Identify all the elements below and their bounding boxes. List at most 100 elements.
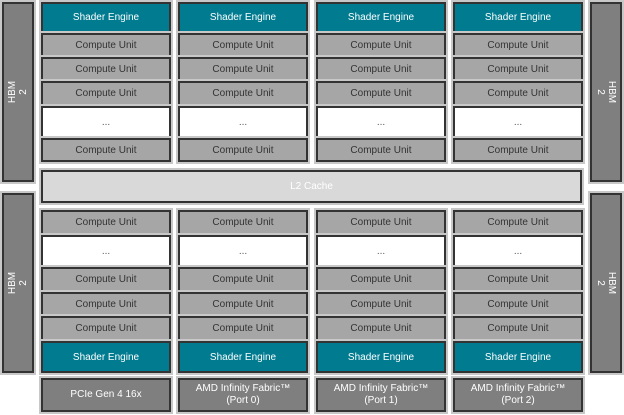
ellipsis-row: ... <box>39 104 173 140</box>
compute-unit-label: Compute Unit <box>75 274 137 285</box>
hbm-top-right: HBM 2 <box>588 0 624 184</box>
compute-unit: Compute Unit <box>451 31 585 59</box>
compute-unit: Compute Unit <box>451 136 585 164</box>
compute-unit: Compute Unit <box>176 314 310 343</box>
ellipsis-row: ... <box>451 104 585 140</box>
l2-cache-label: L2 Cache <box>290 181 333 192</box>
compute-unit: Compute Unit <box>314 31 448 59</box>
compute-unit-label: Compute Unit <box>75 298 137 310</box>
compute-unit-label: Compute Unit <box>487 217 549 228</box>
ellipsis-row: ... <box>314 233 448 269</box>
ellipsis-row-label: ... <box>376 116 386 128</box>
compute-unit: Compute Unit <box>451 79 585 108</box>
compute-unit: Compute Unit <box>39 55 173 83</box>
compute-unit-label: Compute Unit <box>212 88 274 99</box>
infinity-fabric-port-1-label: AMD Infinity Fabric™ (Port 1) <box>333 383 429 406</box>
compute-unit-label: Compute Unit <box>212 39 274 51</box>
compute-unit-label: Compute Unit <box>212 274 274 285</box>
compute-unit: Compute Unit <box>314 79 448 108</box>
compute-unit: Compute Unit <box>314 290 448 318</box>
hbm-bottom-right: HBM 2 <box>588 191 624 375</box>
ellipsis-row: ... <box>451 233 585 269</box>
infinity-fabric-port-2: AMD Infinity Fabric™ (Port 2) <box>451 376 585 414</box>
compute-unit-label: Compute Unit <box>75 217 137 228</box>
compute-unit-label: Compute Unit <box>487 88 549 99</box>
shader-engine-label: Shader Engine <box>72 351 140 363</box>
shader-engine: Shader Engine <box>451 339 585 375</box>
shader-engine: Shader Engine <box>314 339 448 375</box>
infinity-fabric-port-2-label: AMD Infinity Fabric™ (Port 2) <box>470 383 566 406</box>
shader-engine-label: Shader Engine <box>72 12 140 23</box>
compute-unit-label: Compute Unit <box>487 63 549 75</box>
compute-unit: Compute Unit <box>176 290 310 318</box>
compute-unit: Compute Unit <box>176 208 310 237</box>
compute-unit: Compute Unit <box>176 31 310 59</box>
shader-engine: Shader Engine <box>176 339 310 375</box>
shader-engine-label: Shader Engine <box>209 12 277 23</box>
compute-unit: Compute Unit <box>176 79 310 108</box>
compute-unit: Compute Unit <box>39 314 173 343</box>
compute-unit: Compute Unit <box>39 208 173 237</box>
compute-unit-label: Compute Unit <box>487 323 549 334</box>
compute-unit-label: Compute Unit <box>212 144 274 156</box>
shader-engine: Shader Engine <box>176 0 310 35</box>
compute-unit: Compute Unit <box>451 55 585 83</box>
ellipsis-row: ... <box>314 104 448 140</box>
compute-unit: Compute Unit <box>314 136 448 164</box>
hbm-bottom-right-label: HBM 2 <box>595 271 617 295</box>
compute-unit: Compute Unit <box>451 290 585 318</box>
ellipsis-row: ... <box>176 104 310 140</box>
compute-unit-label: Compute Unit <box>212 323 274 334</box>
hbm-top-left-label: HBM 2 <box>7 80 29 104</box>
compute-unit-label: Compute Unit <box>75 39 137 51</box>
shader-engine-label: Shader Engine <box>347 12 415 23</box>
compute-unit: Compute Unit <box>176 136 310 164</box>
ellipsis-row-label: ... <box>101 245 111 257</box>
compute-unit: Compute Unit <box>314 314 448 343</box>
infinity-fabric-port-0-label: AMD Infinity Fabric™ (Port 0) <box>195 383 291 406</box>
infinity-fabric-port-0: AMD Infinity Fabric™ (Port 0) <box>176 376 310 414</box>
infinity-fabric-port-1: AMD Infinity Fabric™ (Port 1) <box>314 376 448 414</box>
compute-unit-label: Compute Unit <box>350 39 412 51</box>
ellipsis-row-label: ... <box>101 116 111 128</box>
compute-unit-label: Compute Unit <box>75 88 137 99</box>
compute-unit-label: Compute Unit <box>75 63 137 75</box>
hbm-bottom-left: HBM 2 <box>0 191 36 375</box>
shader-engine-label: Shader Engine <box>209 351 277 363</box>
compute-unit-label: Compute Unit <box>212 217 274 228</box>
hbm-top-left: HBM 2 <box>0 0 36 184</box>
ellipsis-row: ... <box>176 233 310 269</box>
compute-unit-label: Compute Unit <box>350 274 412 285</box>
compute-unit-label: Compute Unit <box>350 323 412 334</box>
shader-engine: Shader Engine <box>451 0 585 35</box>
shader-engine-label: Shader Engine <box>484 351 552 363</box>
l2-cache: L2 Cache <box>39 168 584 205</box>
shader-engine-label: Shader Engine <box>484 12 552 23</box>
shader-engine-label: Shader Engine <box>347 351 415 363</box>
compute-unit: Compute Unit <box>39 136 173 164</box>
compute-unit-label: Compute Unit <box>350 63 412 75</box>
compute-unit-label: Compute Unit <box>487 274 549 285</box>
compute-unit: Compute Unit <box>314 208 448 237</box>
pcie-port: PCIe Gen 4 16x <box>39 376 173 414</box>
shader-engine: Shader Engine <box>314 0 448 35</box>
compute-unit: Compute Unit <box>39 265 173 294</box>
compute-unit: Compute Unit <box>39 79 173 108</box>
compute-unit-label: Compute Unit <box>350 298 412 310</box>
compute-unit-label: Compute Unit <box>487 144 549 156</box>
compute-unit-label: Compute Unit <box>350 88 412 99</box>
compute-unit-label: Compute Unit <box>487 39 549 51</box>
ellipsis-row-label: ... <box>513 116 523 128</box>
compute-unit: Compute Unit <box>451 265 585 294</box>
ellipsis-row-label: ... <box>238 245 248 257</box>
compute-unit-label: Compute Unit <box>75 323 137 334</box>
ellipsis-row-label: ... <box>513 245 523 257</box>
hbm-top-right-label: HBM 2 <box>595 80 617 104</box>
compute-unit: Compute Unit <box>451 208 585 237</box>
hbm-bottom-left-label: HBM 2 <box>7 271 29 295</box>
compute-unit-label: Compute Unit <box>487 298 549 310</box>
compute-unit-label: Compute Unit <box>212 298 274 310</box>
compute-unit: Compute Unit <box>39 290 173 318</box>
shader-engine: Shader Engine <box>39 339 173 375</box>
shader-engine: Shader Engine <box>39 0 173 35</box>
